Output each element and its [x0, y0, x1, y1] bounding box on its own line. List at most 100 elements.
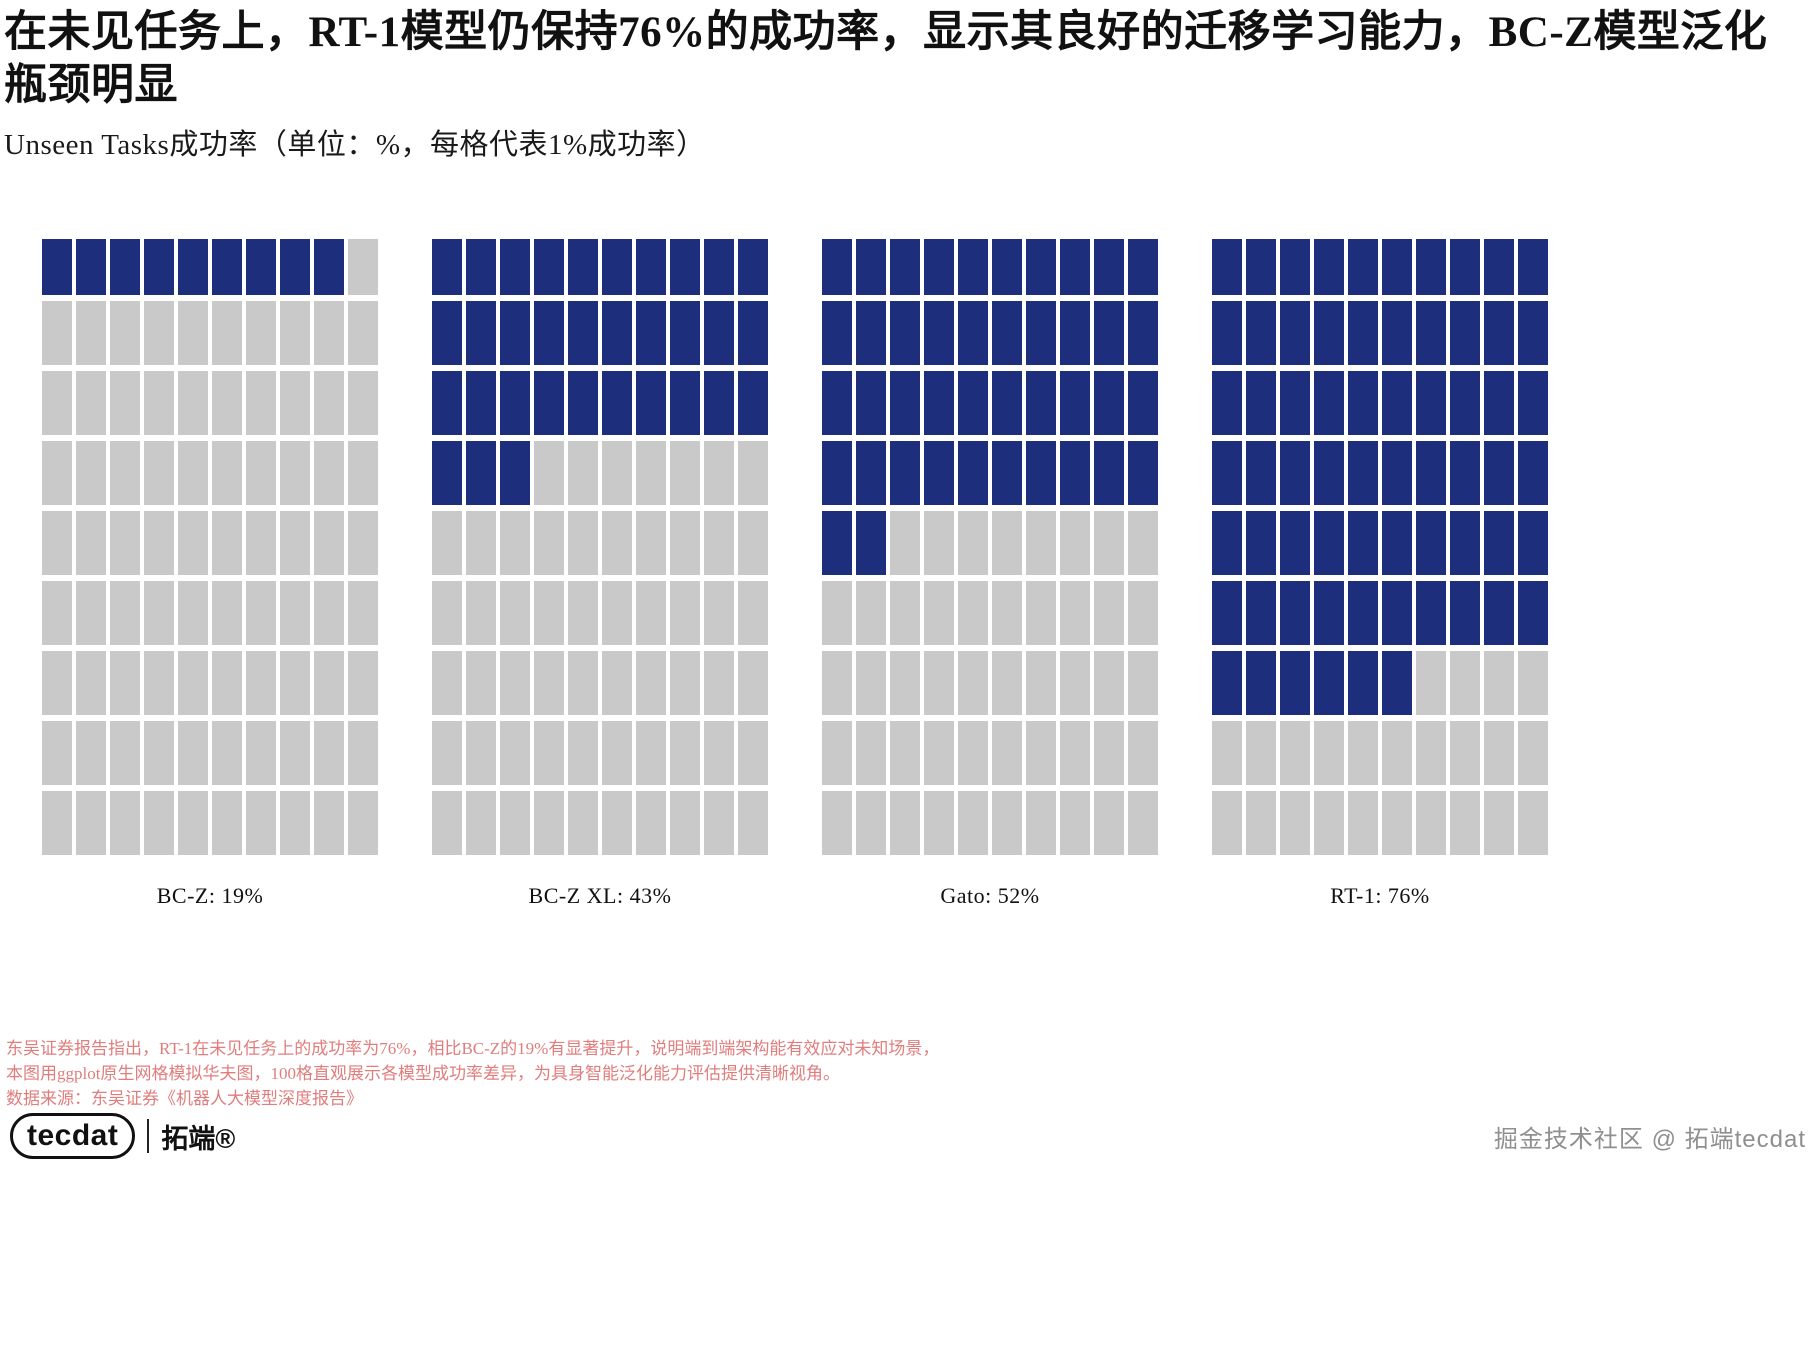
waffle-cell-filled — [1246, 370, 1276, 435]
footnote-line-1: 东吴证券报告指出，RT-1在未见任务上的成功率为76%，相比BC-Z的19%有显… — [6, 1039, 940, 1058]
waffle-cell-filled — [466, 440, 496, 505]
waffle-cell-filled — [1246, 510, 1276, 575]
waffle-cell-empty — [314, 720, 344, 785]
waffle-cell-empty — [958, 790, 988, 855]
waffle-cell-empty — [144, 510, 174, 575]
waffle-cell-empty — [568, 720, 598, 785]
waffle-cell-filled — [890, 238, 920, 295]
waffle-cell-empty — [568, 650, 598, 715]
waffle-grid-rt1 — [1212, 238, 1548, 855]
waffle-cell-filled — [1094, 440, 1124, 505]
waffle-cell-filled — [42, 238, 72, 295]
waffle-cell-filled — [280, 238, 310, 295]
waffle-cell-filled — [1246, 650, 1276, 715]
waffle-cell-empty — [76, 370, 106, 435]
waffle-cell-empty — [280, 790, 310, 855]
waffle-cell-empty — [1060, 510, 1090, 575]
waffle-cell-filled — [992, 300, 1022, 365]
waffle-cell-empty — [890, 790, 920, 855]
waffle-cell-empty — [144, 300, 174, 365]
waffle-cell-empty — [856, 790, 886, 855]
waffle-cell-empty — [738, 580, 768, 645]
waffle-cell-empty — [958, 510, 988, 575]
waffle-cell-empty — [1484, 720, 1514, 785]
waffle-cell-filled — [432, 238, 462, 295]
waffle-cell-empty — [110, 790, 140, 855]
waffle-cell-empty — [178, 790, 208, 855]
waffle-cell-empty — [144, 790, 174, 855]
waffle-cell-empty — [534, 580, 564, 645]
waffle-cell-empty — [890, 510, 920, 575]
waffle-cell-empty — [958, 650, 988, 715]
waffle-cell-filled — [1348, 370, 1378, 435]
waffle-cell-empty — [246, 720, 276, 785]
waffle-cell-empty — [466, 720, 496, 785]
waffle-cell-empty — [110, 650, 140, 715]
waffle-cell-empty — [704, 510, 734, 575]
waffle-cell-filled — [1416, 238, 1446, 295]
waffle-cell-filled — [1280, 440, 1310, 505]
waffle-cell-empty — [1060, 790, 1090, 855]
waffle-cell-filled — [1416, 510, 1446, 575]
waffle-cell-empty — [110, 370, 140, 435]
waffle-cell-filled — [958, 300, 988, 365]
waffle-cell-empty — [348, 790, 378, 855]
tecdat-logo-suffix: 拓端® — [161, 1123, 236, 1154]
waffle-cell-filled — [1416, 580, 1446, 645]
waffle-cell-empty — [212, 440, 242, 505]
waffle-cell-filled — [670, 370, 700, 435]
waffle-cell-filled — [1314, 650, 1344, 715]
waffle-cell-filled — [1280, 650, 1310, 715]
waffle-cell-empty — [348, 720, 378, 785]
waffle-cell-filled — [1314, 238, 1344, 295]
waffle-cell-filled — [1518, 300, 1548, 365]
waffle-cell-empty — [42, 650, 72, 715]
waffle-cell-filled — [1518, 370, 1548, 435]
footnotes: 东吴证券报告指出，RT-1在未见任务上的成功率为76%，相比BC-Z的19%有显… — [6, 1036, 939, 1111]
waffle-panel-bcz: BC-Z: 19% — [42, 238, 378, 909]
waffle-cell-filled — [958, 440, 988, 505]
waffle-cell-empty — [432, 720, 462, 785]
waffle-cell-filled — [822, 370, 852, 435]
waffle-cell-empty — [212, 370, 242, 435]
waffle-cell-filled — [924, 238, 954, 295]
waffle-cell-empty — [1128, 650, 1158, 715]
waffle-cell-empty — [110, 510, 140, 575]
waffle-grid-gato — [822, 238, 1158, 855]
watermark-text: 掘金技术社区 @ 拓端tecdat — [1493, 1125, 1806, 1153]
waffle-caption-gato: Gato: 52% — [940, 882, 1040, 908]
waffle-cell-filled — [1484, 370, 1514, 435]
waffle-cell-filled — [500, 440, 530, 505]
waffle-cell-empty — [636, 650, 666, 715]
waffle-cell-empty — [432, 580, 462, 645]
waffle-cell-filled — [110, 238, 140, 295]
waffle-cell-empty — [822, 650, 852, 715]
waffle-cell-empty — [314, 440, 344, 505]
waffle-cell-empty — [144, 370, 174, 435]
waffle-cell-filled — [856, 300, 886, 365]
waffle-cell-empty — [466, 790, 496, 855]
waffle-cell-empty — [348, 300, 378, 365]
waffle-cell-filled — [1060, 440, 1090, 505]
waffle-cell-empty — [76, 440, 106, 505]
waffle-cell-empty — [670, 440, 700, 505]
waffle-cell-filled — [738, 238, 768, 295]
waffle-cell-filled — [1246, 300, 1276, 365]
waffle-cell-empty — [1026, 720, 1056, 785]
waffle-cell-empty — [348, 440, 378, 505]
waffle-cell-empty — [822, 790, 852, 855]
waffle-cell-empty — [280, 510, 310, 575]
waffle-cell-empty — [924, 580, 954, 645]
waffle-cell-empty — [280, 370, 310, 435]
waffle-cell-empty — [42, 300, 72, 365]
waffle-cell-empty — [178, 650, 208, 715]
waffle-cell-filled — [636, 370, 666, 435]
waffle-caption-bcz-xl: BC-Z XL: 43% — [528, 882, 672, 908]
waffle-cell-empty — [1094, 790, 1124, 855]
waffle-cell-empty — [636, 790, 666, 855]
waffle-cell-empty — [1484, 790, 1514, 855]
waffle-cell-empty — [636, 720, 666, 785]
waffle-cell-filled — [602, 370, 632, 435]
waffle-cell-empty — [738, 650, 768, 715]
waffle-cell-filled — [1382, 440, 1412, 505]
